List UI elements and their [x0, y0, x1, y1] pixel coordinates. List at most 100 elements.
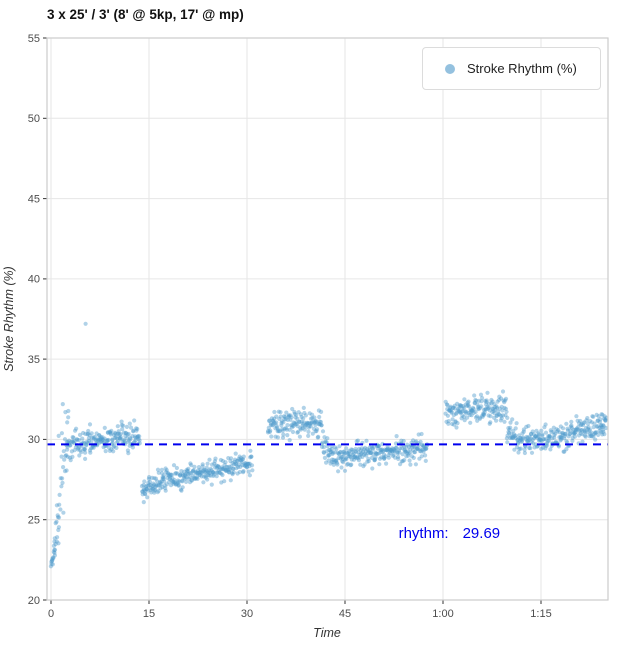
data-point — [411, 455, 416, 460]
data-point — [127, 443, 132, 448]
data-point — [135, 434, 140, 440]
data-point — [123, 434, 128, 439]
data-point — [282, 414, 287, 419]
data-point — [321, 450, 326, 455]
data-point — [453, 419, 458, 424]
data-point — [398, 446, 403, 451]
data-point — [201, 474, 207, 479]
data-point — [487, 401, 492, 406]
data-point — [199, 470, 205, 475]
data-point — [277, 429, 282, 434]
data-point — [225, 468, 230, 473]
data-point — [78, 448, 83, 453]
data-point — [521, 429, 526, 434]
data-point — [192, 464, 197, 469]
data-point — [577, 428, 582, 434]
data-point — [178, 472, 183, 477]
data-point — [495, 399, 500, 404]
data-point — [582, 428, 587, 433]
data-point — [184, 467, 189, 472]
data-point — [88, 450, 93, 455]
data-point — [372, 458, 377, 463]
data-point — [109, 428, 114, 433]
data-point — [407, 450, 413, 455]
data-point — [96, 438, 101, 443]
data-point — [520, 435, 526, 440]
data-point — [119, 423, 124, 428]
data-point — [246, 469, 251, 474]
data-point — [121, 430, 127, 435]
data-point — [322, 435, 327, 440]
data-point — [235, 458, 240, 463]
data-point — [379, 455, 384, 460]
data-point — [108, 432, 113, 437]
data-point — [590, 414, 595, 419]
data-point — [372, 457, 377, 462]
data-point — [136, 433, 141, 439]
data-point — [227, 464, 232, 469]
data-point — [371, 452, 376, 457]
data-point — [541, 445, 546, 450]
data-point — [575, 418, 580, 423]
data-point — [225, 465, 230, 470]
data-point — [83, 443, 89, 448]
data-point — [292, 411, 297, 416]
data-point — [226, 456, 231, 461]
data-point — [247, 464, 252, 469]
data-point — [268, 421, 273, 426]
data-point — [56, 525, 62, 530]
data-point — [503, 398, 508, 403]
data-point — [74, 426, 79, 431]
data-point — [569, 425, 575, 430]
data-point — [324, 449, 329, 454]
data-point — [128, 437, 133, 442]
data-point — [223, 460, 228, 465]
data-point — [498, 396, 504, 401]
data-point — [423, 446, 429, 451]
data-point — [402, 447, 407, 452]
data-point — [466, 402, 471, 408]
data-point — [519, 438, 525, 443]
data-point — [182, 469, 187, 474]
data-point — [423, 446, 428, 451]
data-point — [276, 409, 281, 414]
data-point — [396, 454, 401, 459]
data-point — [56, 541, 61, 546]
data-point — [420, 443, 426, 448]
data-point — [186, 476, 191, 481]
data-point — [543, 422, 548, 427]
data-point — [558, 438, 563, 443]
data-point — [363, 449, 369, 454]
data-point — [222, 467, 227, 472]
data-point — [151, 486, 156, 491]
data-point — [333, 445, 338, 450]
data-point — [249, 463, 255, 468]
data-point — [137, 434, 142, 439]
data-point — [390, 449, 395, 454]
data-point — [334, 460, 340, 465]
data-point — [99, 438, 104, 443]
data-point — [91, 436, 96, 441]
data-point — [562, 449, 567, 454]
data-point — [517, 446, 522, 452]
data-point — [77, 432, 83, 437]
data-point — [291, 424, 296, 429]
data-point — [369, 455, 375, 460]
data-point — [53, 521, 58, 526]
data-point — [98, 439, 103, 444]
data-point — [527, 437, 532, 442]
data-point — [587, 427, 593, 432]
data-point — [64, 468, 69, 473]
data-point — [593, 431, 598, 436]
data-point — [504, 436, 509, 441]
data-point — [481, 407, 487, 412]
data-point — [187, 480, 193, 485]
data-point — [203, 475, 208, 480]
data-point — [335, 450, 340, 455]
data-point — [299, 419, 304, 424]
data-point — [112, 433, 117, 438]
data-point — [551, 429, 556, 434]
data-point — [592, 432, 597, 437]
data-point — [600, 425, 605, 430]
data-point — [328, 447, 333, 452]
